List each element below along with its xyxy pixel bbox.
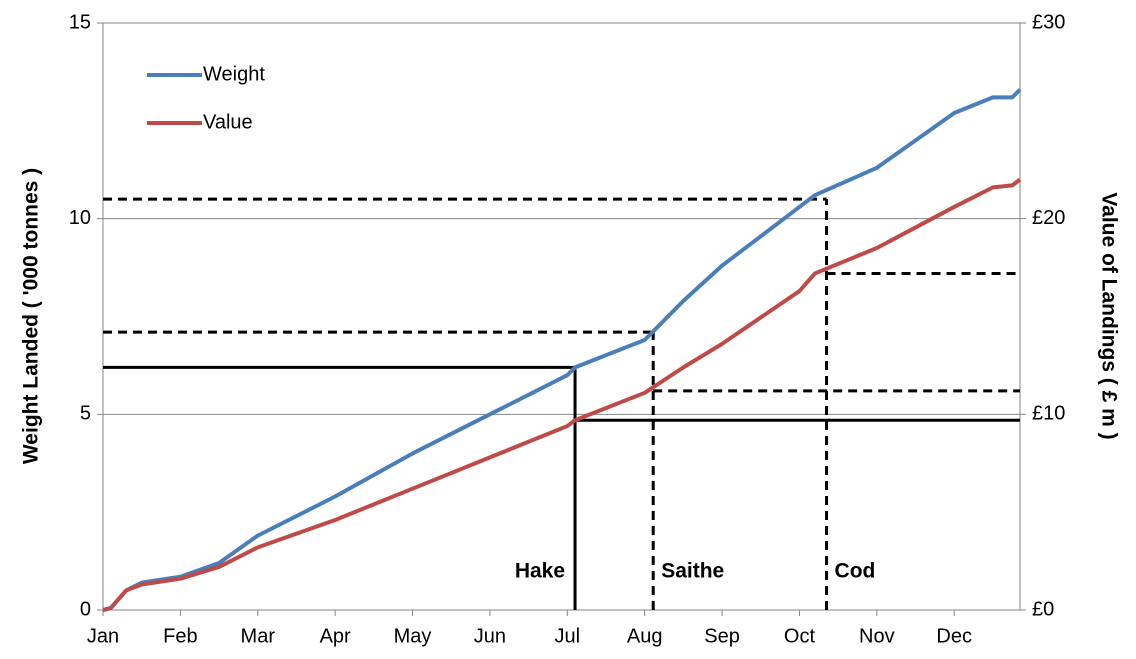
x-tick-label: Oct — [784, 625, 816, 647]
y-axis-title: Weight Landed ( '000 tonnes ) — [20, 168, 43, 464]
y2-axis-title: Value of Landings ( £ m ) — [1097, 192, 1120, 439]
y2-tick-label: £10 — [1032, 403, 1065, 425]
x-tick-label: May — [394, 625, 432, 647]
x-tick-label: Mar — [241, 625, 276, 647]
x-tick-label: Jun — [474, 625, 506, 647]
x-tick-label: Nov — [859, 625, 895, 647]
y-tick-label: 15 — [69, 11, 91, 33]
y2-tick-label: £0 — [1032, 598, 1054, 620]
x-tick-label: Apr — [320, 625, 351, 647]
marker-label: Saithe — [661, 560, 724, 583]
y-tick-label: 0 — [80, 598, 91, 620]
series-line — [102, 177, 1022, 612]
y2-tick-label: £20 — [1032, 207, 1065, 229]
y2-tick-label: £30 — [1032, 11, 1065, 33]
x-tick-label: Jul — [555, 625, 581, 647]
x-tick-label: Sep — [704, 625, 740, 647]
marker-label: Hake — [515, 560, 565, 583]
x-tick-label: Aug — [627, 625, 663, 647]
x-tick-label: Jan — [87, 625, 119, 647]
x-tick-label: Feb — [163, 625, 197, 647]
series-line — [102, 88, 1022, 612]
legend-label: Weight — [203, 63, 265, 85]
legend-label: Value — [203, 111, 253, 133]
y-tick-label: 10 — [69, 207, 91, 229]
x-tick-label: Dec — [936, 625, 972, 647]
marker-label: Cod — [835, 560, 876, 583]
y-tick-label: 5 — [80, 403, 91, 425]
